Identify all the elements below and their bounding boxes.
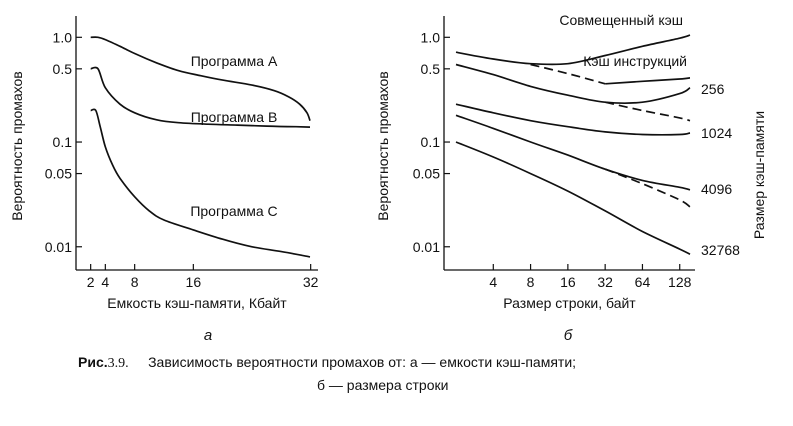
- series-line-solid: [455, 103, 691, 136]
- series-label: Кэш инструкций: [583, 53, 687, 69]
- series-label: 256: [701, 81, 725, 97]
- y-axis-title: Вероятность промахов: [9, 71, 25, 220]
- series-line-solid: [90, 108, 311, 258]
- x-tick-label: 128: [668, 274, 692, 290]
- series-label: Программа С: [190, 203, 277, 219]
- y-axis-title: Вероятность промахов: [375, 71, 391, 220]
- y-tick-label: 0.5: [421, 61, 441, 77]
- panel-label: а: [204, 327, 212, 344]
- series-label: 4096: [701, 181, 732, 197]
- series-line-dashed: [604, 168, 691, 208]
- figure-caption-line-2: б — размера строки: [317, 377, 449, 393]
- series-line-solid: [455, 63, 691, 105]
- y-tick-label: 0.1: [421, 134, 441, 150]
- x-axis-title: Емкость кэш-памяти, Кбайт: [107, 295, 287, 311]
- x-tick-label: 8: [527, 274, 535, 290]
- x-axis-title: Размер строки, байт: [503, 295, 636, 311]
- series-line-solid: [605, 77, 691, 85]
- x-tick-label: 2: [87, 274, 95, 290]
- series-line-solid: [455, 34, 691, 66]
- x-tick-label: 16: [560, 274, 576, 290]
- y-tick-label: 1.0: [53, 29, 73, 45]
- figure-label: Рис.: [78, 354, 108, 370]
- x-tick-label: 4: [489, 274, 497, 290]
- figure-number: 3.9.: [107, 356, 129, 371]
- x-tick-label: 4: [101, 274, 109, 290]
- series-label: Программа А: [191, 53, 278, 69]
- y-tick-label: 0.05: [45, 166, 72, 182]
- caption-text-1: Зависимость вероятности промахов от: а —…: [148, 354, 577, 370]
- x-tick-label: 64: [635, 274, 651, 290]
- y-tick-label: 0.05: [413, 166, 440, 182]
- legend-title: Размер кэш-памяти: [751, 111, 767, 239]
- panel-label: б: [564, 327, 573, 344]
- series-label: 1024: [701, 125, 732, 141]
- chart-panel-b: 1.0 0.5 0.1 0.05 0.01 4 8 16 32 64 128 Размер строк…: [375, 12, 767, 344]
- series-label: Совмещенный кэш: [559, 12, 683, 28]
- y-tick-label: 0.01: [413, 239, 440, 255]
- y-tick-label: 0.01: [45, 239, 72, 255]
- series-label: 32768: [701, 242, 740, 258]
- series-line-solid: [455, 141, 691, 255]
- figure-caption-line-1: Рис.3.9. Зависимость вероятности промахо…: [78, 354, 576, 372]
- y-tick-label: 0.1: [53, 134, 73, 150]
- x-tick-label: 32: [303, 274, 319, 290]
- series-line-dashed: [530, 63, 606, 85]
- series-line-solid: [90, 66, 311, 128]
- x-tick-label: 32: [597, 274, 613, 290]
- series-label: Программа В: [191, 109, 278, 125]
- series-line-solid: [455, 114, 691, 191]
- series-line-solid: [90, 36, 311, 122]
- x-tick-label: 16: [186, 274, 202, 290]
- y-tick-label: 1.0: [421, 29, 441, 45]
- x-tick-label: 8: [131, 274, 139, 290]
- y-tick-label: 0.5: [53, 61, 73, 77]
- series-line-dashed: [605, 101, 691, 122]
- chart-panel-a: 1.0 0.5 0.1 0.05 0.01 2 4 8 16 32 Емкость кэш-памя…: [9, 16, 319, 344]
